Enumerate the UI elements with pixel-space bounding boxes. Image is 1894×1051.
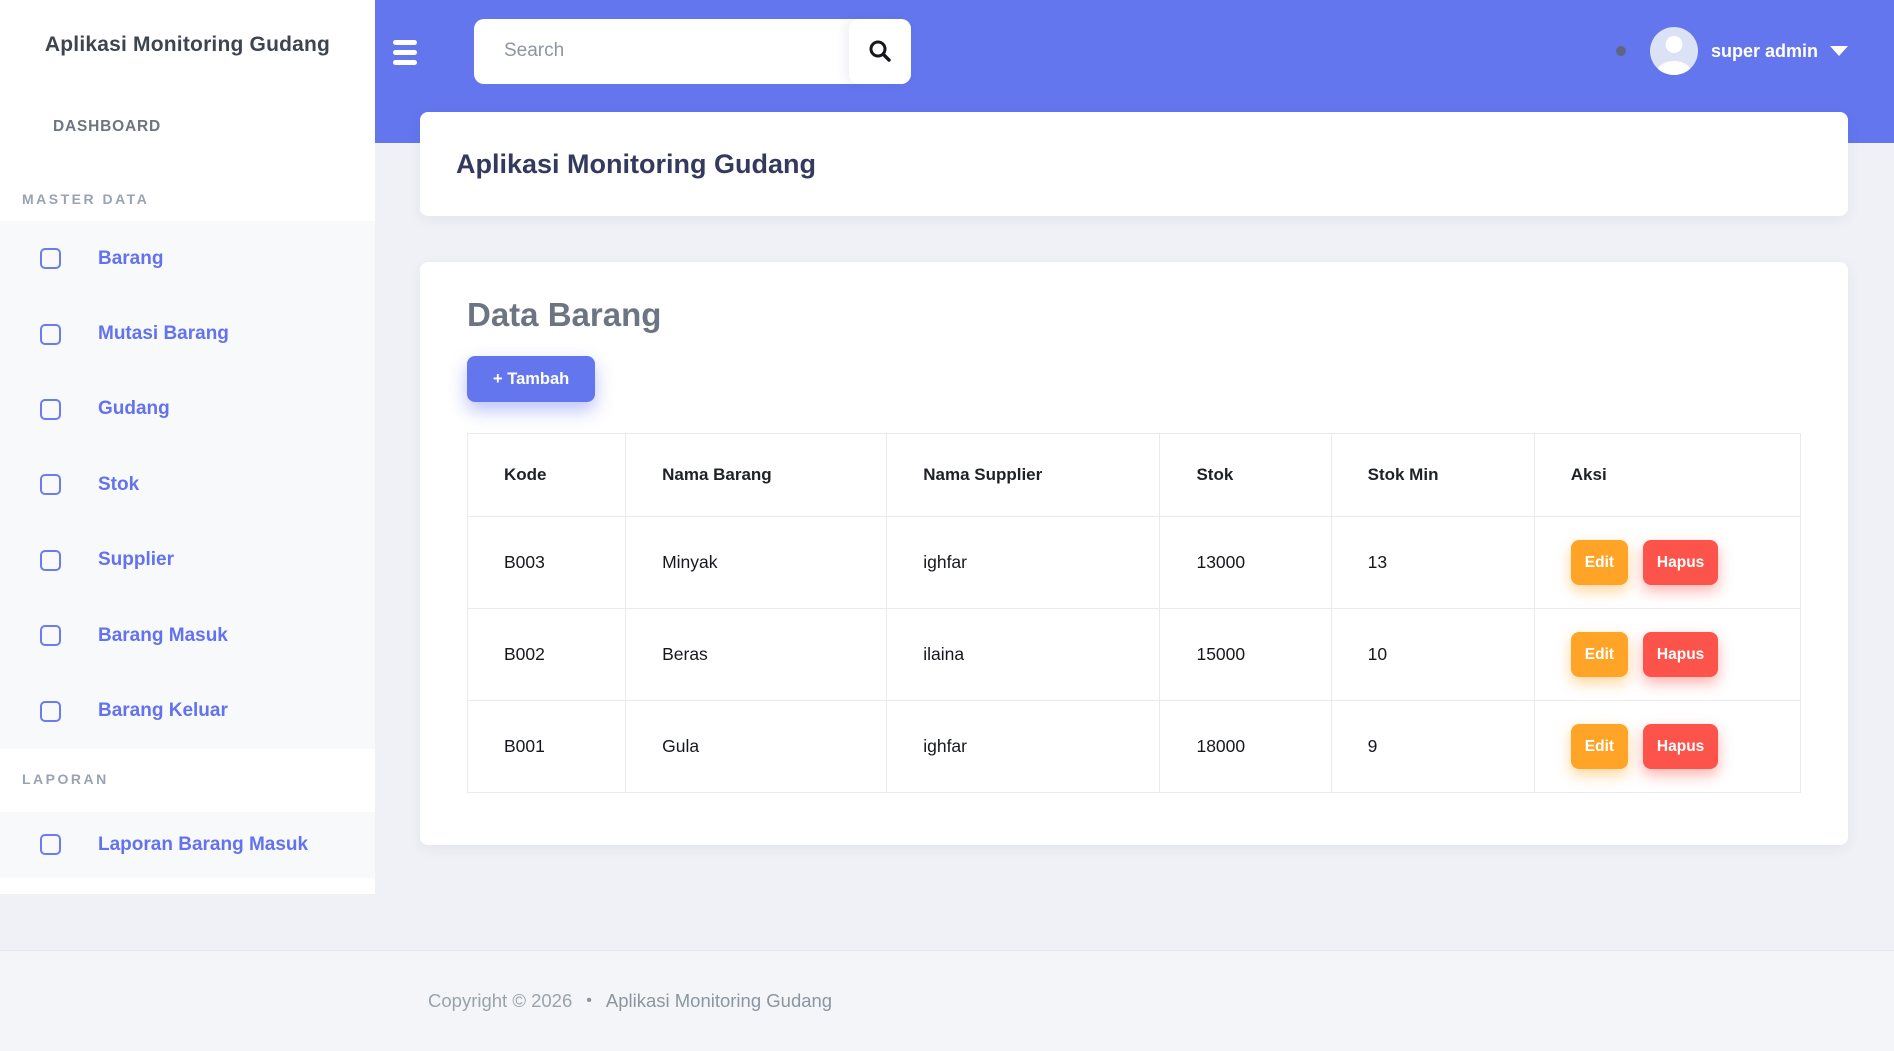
square-icon: [40, 248, 61, 270]
card-title: Data Barang: [467, 296, 662, 333]
cell-stok: 15000: [1159, 608, 1332, 701]
main-area: super admin Aplikasi Monitoring Gudang D…: [375, 0, 1894, 950]
page-footer: Copyright © 2026 • Aplikasi Monitoring G…: [0, 950, 1894, 1051]
delete-button[interactable]: Hapus: [1642, 540, 1719, 585]
user-name: super admin: [1710, 40, 1818, 61]
delete-button[interactable]: Hapus: [1642, 724, 1719, 769]
column-header-nama-supplier: Nama Supplier: [886, 433, 1161, 517]
cell-nama-supplier: ighfar: [886, 700, 1161, 793]
data-barang-card: Data Barang + Tambah Kode Nama Barang Na…: [420, 262, 1848, 845]
sidebar-item-barang-masuk[interactable]: Barang Masuk: [0, 598, 375, 673]
cell-nama-barang: Beras: [625, 608, 888, 701]
status-dot: [1615, 46, 1626, 56]
cell-aksi: Edit Hapus: [1533, 700, 1802, 793]
sidebar-item-stok[interactable]: Stok: [0, 447, 375, 522]
edit-button[interactable]: Edit: [1570, 632, 1629, 677]
square-icon: [40, 700, 61, 722]
table-row: B001 Gula ighfar 18000 9 Edit Hapus: [466, 700, 1802, 793]
search-bar: [474, 18, 911, 84]
column-header-aksi: Aksi: [1533, 433, 1802, 517]
footer-app-name: Aplikasi Monitoring Gudang: [605, 990, 833, 1011]
cell-nama-barang: Gula: [625, 700, 888, 793]
add-button[interactable]: + Tambah: [467, 356, 596, 402]
cell-aksi: Edit Hapus: [1533, 516, 1802, 609]
sidebar-item-laporan-barang-masuk[interactable]: Laporan Barang Masuk: [0, 812, 375, 878]
sidebar-item-label: Mutasi Barang: [98, 323, 229, 345]
sidebar-item-barang[interactable]: Barang: [0, 221, 375, 296]
sidebar-section-laporan: LAPORAN: [0, 748, 375, 801]
square-icon: [40, 398, 61, 420]
sidebar-item-barang-keluar[interactable]: Barang Keluar: [0, 673, 375, 748]
delete-button[interactable]: Hapus: [1642, 632, 1719, 677]
sidebar-item-label: Supplier: [98, 549, 175, 571]
user-menu[interactable]: super admin: [1649, 27, 1848, 75]
sidebar-brand[interactable]: Aplikasi Monitoring Gudang: [44, 33, 331, 56]
sidebar-master-menu: Barang Mutasi Barang Gudang Stok Supplie…: [0, 221, 375, 749]
cell-stok: 13000: [1159, 516, 1332, 609]
footer-copyright: Copyright © 2026: [428, 990, 573, 1011]
sidebar-item-dashboard[interactable]: DASHBOARD: [53, 118, 161, 135]
sidebar-item-label: Barang Masuk: [98, 624, 228, 646]
cell-nama-barang: Minyak: [625, 516, 888, 609]
sidebar-laporan-menu: Laporan Barang Masuk: [0, 811, 375, 878]
cell-kode: B001: [466, 700, 627, 793]
edit-button[interactable]: Edit: [1570, 540, 1629, 585]
cell-stok-min: 10: [1330, 608, 1535, 701]
table-row: B003 Minyak ighfar 13000 13 Edit Hapus: [466, 516, 1802, 609]
cell-aksi: Edit Hapus: [1533, 608, 1802, 701]
table-header-row: Kode Nama Barang Nama Supplier Stok Stok…: [466, 433, 1802, 517]
sidebar-item-label: Barang Keluar: [98, 700, 228, 722]
sidebar-item-mutasi-barang[interactable]: Mutasi Barang: [0, 296, 375, 371]
column-header-nama-barang: Nama Barang: [625, 433, 888, 517]
search-button[interactable]: [849, 18, 911, 84]
column-header-kode: Kode: [466, 433, 627, 517]
cell-stok-min: 13: [1330, 516, 1535, 609]
sidebar-item-label: Laporan Barang Masuk: [98, 833, 309, 855]
sidebar-section-master-data: MASTER DATA: [0, 165, 375, 221]
cell-kode: B003: [466, 516, 627, 609]
cell-nama-supplier: ighfar: [886, 516, 1161, 609]
square-icon: [40, 625, 61, 647]
page-header-card: Aplikasi Monitoring Gudang: [420, 112, 1848, 216]
user-avatar: [1649, 27, 1698, 75]
cell-stok: 18000: [1159, 700, 1332, 793]
sidebar-item-label: Gudang: [98, 398, 170, 420]
cell-nama-supplier: ilaina: [886, 608, 1161, 701]
top-navbar: super admin: [375, 0, 1894, 102]
cell-stok-min: 9: [1330, 700, 1535, 793]
table-row: B002 Beras ilaina 15000 10 Edit Hapus: [466, 608, 1802, 701]
hamburger-menu-icon[interactable]: [393, 39, 417, 65]
square-icon: [40, 834, 61, 856]
sidebar-section-laporan-band: LAPORAN: [0, 748, 375, 812]
footer-separator-dot: •: [586, 992, 592, 1009]
data-barang-table: Kode Nama Barang Nama Supplier Stok Stok…: [466, 433, 1802, 793]
square-icon: [40, 549, 61, 571]
sidebar-item-label: Stok: [98, 473, 140, 495]
cell-kode: B002: [466, 608, 627, 701]
square-icon: [40, 323, 61, 345]
sidebar-item-supplier[interactable]: Supplier: [0, 523, 375, 598]
app-layout: Aplikasi Monitoring Gudang DASHBOARD MAS…: [0, 0, 1894, 950]
search-input[interactable]: [474, 18, 911, 84]
sidebar-item-gudang[interactable]: Gudang: [0, 372, 375, 447]
column-header-stok-min: Stok Min: [1330, 433, 1535, 517]
edit-button[interactable]: Edit: [1570, 724, 1629, 769]
column-header-stok: Stok: [1159, 433, 1332, 517]
sidebar-item-label: Barang: [98, 247, 164, 269]
square-icon: [40, 474, 61, 496]
caret-down-icon: [1830, 46, 1848, 56]
page-title: Aplikasi Monitoring Gudang: [456, 148, 816, 179]
sidebar: Aplikasi Monitoring Gudang DASHBOARD MAS…: [0, 0, 375, 894]
search-icon: [869, 40, 891, 62]
